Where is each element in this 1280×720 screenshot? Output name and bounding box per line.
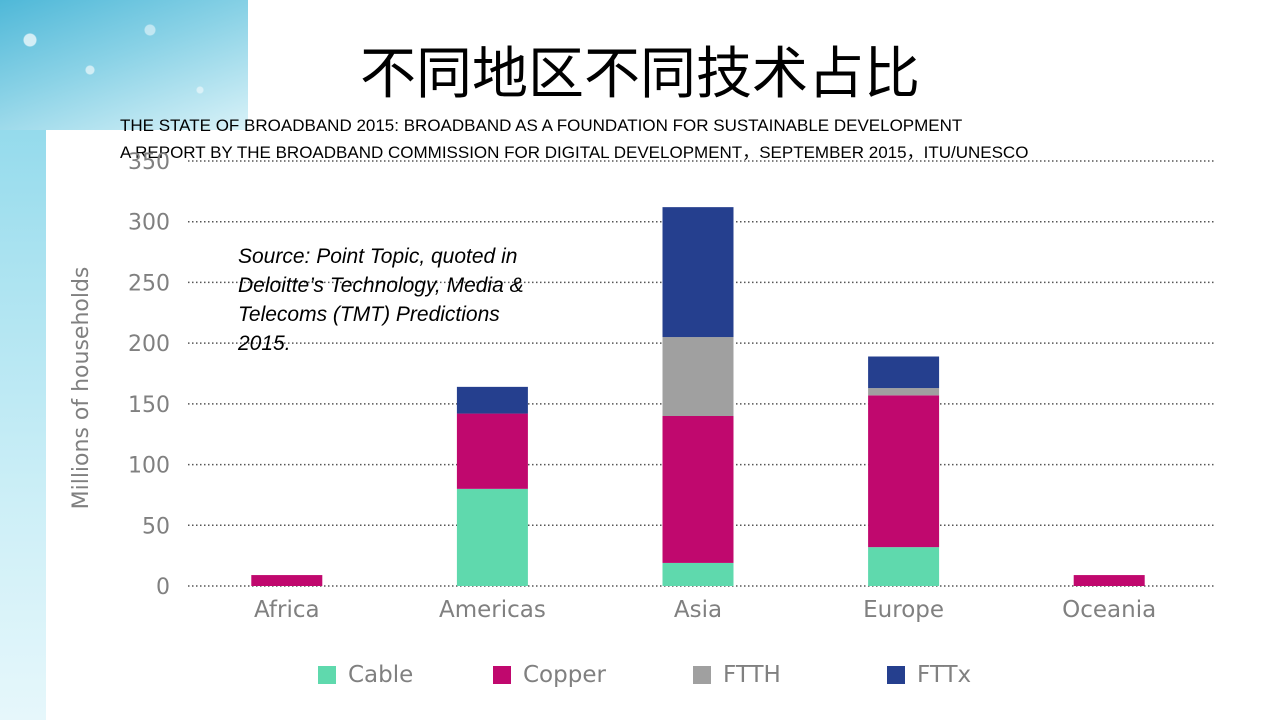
bar-ftth-europe (868, 388, 940, 396)
legend-label: Copper (523, 662, 606, 688)
bar-ftth-asia (662, 337, 734, 416)
legend-item: Cable (318, 662, 493, 688)
bar-copper-oceania (1073, 575, 1145, 586)
bar-cable-americas (456, 488, 528, 586)
decorative-corner-image (0, 0, 248, 130)
legend-swatch (493, 666, 511, 684)
bar-copper-europe (868, 395, 940, 548)
y-tick-label: 150 (128, 393, 170, 418)
y-tick-label: 350 (128, 150, 170, 175)
bar-cable-europe (868, 547, 940, 586)
legend-label: FTTx (917, 662, 972, 688)
chart-legend: Cable Copper FTTH FTTx (318, 662, 1007, 688)
x-tick-label: Europe (863, 597, 944, 623)
legend-label: FTTH (723, 662, 781, 688)
y-tick-label: 0 (156, 575, 170, 600)
y-tick-label: 50 (142, 514, 170, 539)
bar-copper-americas (456, 413, 528, 489)
bar-fttx-europe (868, 356, 940, 389)
slide-title: 不同地区不同技术占比 (360, 42, 920, 107)
legend-item: FTTH (693, 662, 887, 688)
legend-label: Cable (348, 662, 414, 688)
legend-swatch (318, 666, 336, 684)
x-tick-label: Africa (254, 597, 320, 623)
x-tick-label: Oceania (1062, 597, 1156, 623)
bar-copper-asia (662, 416, 734, 563)
report-title-line-2: A REPORT BY THE BROADBAND COMMISSION FOR… (120, 143, 1029, 162)
x-tick-label: Americas (439, 597, 546, 623)
source-note: Source: Point Topic, quoted in Deloitte’… (238, 245, 524, 355)
x-tick-label: Asia (674, 597, 722, 623)
legend-swatch (887, 666, 905, 684)
legend-item: FTTx (887, 662, 1007, 688)
legend-item: Copper (493, 662, 693, 688)
y-tick-label: 300 (128, 211, 170, 236)
bar-cable-asia (662, 562, 734, 586)
y-tick-label: 100 (128, 454, 170, 479)
bar-fttx-americas (456, 386, 528, 414)
y-tick-label: 200 (128, 332, 170, 357)
bar-copper-africa (251, 575, 323, 586)
bar-fttx-asia (662, 207, 734, 338)
y-tick-label: 250 (128, 271, 170, 296)
legend-swatch (693, 666, 711, 684)
report-title-line-1: THE STATE OF BROADBAND 2015: BROADBAND A… (120, 116, 963, 135)
y-axis-label: Millions of households (69, 267, 94, 510)
